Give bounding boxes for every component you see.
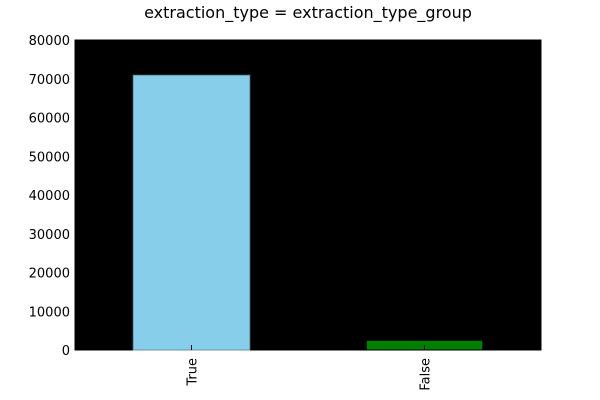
y-tick-label: 60000 [29,112,70,127]
chart-title: extraction_type = extraction_type_group [144,3,472,22]
x-tick-label: False [419,358,434,391]
x-axis: True False [186,345,434,391]
y-tick-label: 20000 [29,267,70,282]
y-tick-label: 80000 [29,34,70,49]
y-tick-label: 50000 [29,150,70,165]
y-tick-label: 10000 [29,305,70,320]
y-tick-label: 70000 [29,73,70,88]
y-axis: 0 10000 20000 30000 40000 50000 60000 70000 8000… [29,34,80,359]
bars-group [132,74,484,351]
y-tick-label: 0 [62,344,70,359]
x-tick-label: True [186,358,201,387]
y-tick-label: 40000 [29,189,70,204]
y-tick-label: 30000 [29,228,70,243]
bar-true [132,74,251,351]
